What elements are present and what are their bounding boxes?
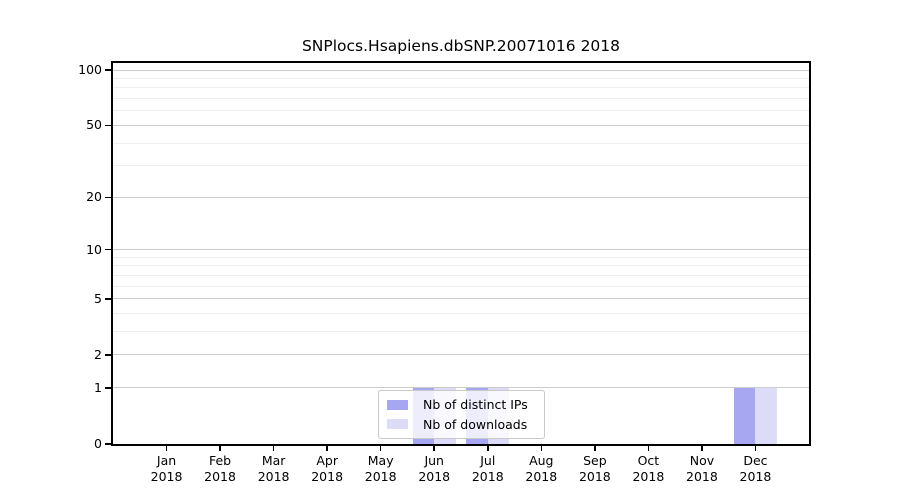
- gridline-minor: [113, 331, 809, 333]
- gridline-minor: [113, 313, 809, 315]
- x-tick-label-month: Mar: [261, 453, 286, 468]
- gridline-major: [113, 298, 809, 300]
- x-tick-label-month: Aug: [529, 453, 554, 468]
- gridline-major: [113, 354, 809, 356]
- x-tick-label: Jun 2018: [403, 453, 465, 485]
- gridline-major: [113, 196, 809, 198]
- x-tick-label-month: Sep: [583, 453, 607, 468]
- gridline-minor: [113, 87, 809, 89]
- gridline-minor: [113, 285, 809, 287]
- legend-label-downloads: Nb of downloads: [423, 416, 528, 432]
- x-tick-label-month: Dec: [743, 453, 768, 468]
- y-tick-label: 2: [94, 346, 102, 362]
- legend-swatch-downloads-icon: [387, 419, 408, 430]
- x-tick-label-month: Feb: [208, 453, 232, 468]
- x-tick-label-month: Jan: [156, 453, 177, 468]
- bar-downloads: [755, 387, 777, 444]
- legend-swatch-distinct-ips-icon: [387, 399, 408, 410]
- y-tick-mark: [105, 387, 111, 389]
- x-tick-label-year: 2018: [686, 469, 718, 484]
- x-tick-mark: [272, 445, 275, 451]
- legend-item-downloads: Nb of downloads: [387, 417, 536, 432]
- gridline-major: [113, 387, 809, 389]
- x-tick-label: Mar 2018: [243, 453, 305, 485]
- x-tick-mark: [594, 445, 596, 451]
- y-tick-label: 0: [94, 436, 102, 451]
- y-tick-label: 10: [86, 241, 102, 257]
- x-tick-mark: [701, 445, 703, 451]
- gridline-minor: [113, 142, 809, 144]
- x-tick-mark: [165, 445, 168, 451]
- x-tick-label: Sep 2018: [564, 453, 626, 485]
- x-tick-mark: [326, 445, 328, 451]
- gridline-major: [113, 249, 809, 251]
- x-tick-mark: [754, 445, 757, 451]
- bar-distinct-ips: [734, 387, 756, 444]
- x-tick-label: Dec 2018: [724, 453, 786, 485]
- y-tick-mark: [105, 196, 111, 199]
- x-tick-label-year: 2018: [739, 469, 772, 484]
- x-tick-label-year: 2018: [150, 469, 183, 484]
- x-tick-label-year: 2018: [632, 469, 665, 484]
- gridline-minor: [113, 110, 809, 112]
- x-tick-label: Feb 2018: [189, 453, 251, 485]
- x-tick-label-month: Oct: [637, 453, 660, 468]
- x-tick-mark: [487, 445, 489, 451]
- x-tick-label-year: 2018: [578, 469, 611, 484]
- legend-item-distinct-ips: Nb of distinct IPs: [387, 397, 536, 412]
- y-tick-label: 50: [86, 117, 102, 133]
- y-tick-label: 20: [86, 189, 102, 205]
- x-tick-label: Apr 2018: [296, 453, 358, 485]
- y-tick-mark: [105, 69, 111, 71]
- chart-title: SNPlocs.Hsapiens.dbSNP.20071016 2018: [301, 37, 621, 55]
- x-tick-label-year: 2018: [471, 469, 504, 484]
- gridline-minor: [113, 274, 809, 276]
- y-tick-mark: [105, 124, 111, 127]
- x-tick-mark: [433, 445, 435, 451]
- x-tick-label: May 2018: [350, 453, 412, 485]
- x-tick-label: Oct 2018: [617, 453, 679, 485]
- x-tick-mark: [379, 445, 382, 451]
- y-tick-label: 100: [78, 62, 102, 77]
- x-tick-label-year: 2018: [418, 469, 451, 484]
- gridline-minor: [113, 98, 809, 100]
- x-tick-mark: [647, 445, 650, 451]
- x-tick-label-month: May: [367, 453, 394, 468]
- gridline-major: [113, 69, 809, 71]
- plot-area: [111, 61, 811, 446]
- legend-label-distinct-ips: Nb of distinct IPs: [423, 397, 528, 413]
- gridline-minor: [113, 77, 809, 79]
- y-tick-label: 5: [94, 290, 102, 306]
- x-tick-label: Jan 2018: [136, 453, 198, 485]
- gridline-minor: [113, 165, 809, 167]
- x-tick-label-year: 2018: [204, 469, 236, 484]
- legend: Nb of distinct IPs Nb of downloads: [378, 390, 545, 439]
- gridline-minor: [113, 265, 809, 267]
- x-tick-label-year: 2018: [525, 469, 558, 484]
- x-tick-label-month: Apr: [316, 453, 338, 468]
- y-tick-label: 1: [94, 379, 102, 395]
- y-tick-mark: [105, 298, 111, 300]
- x-tick-label: Nov 2018: [671, 453, 733, 485]
- x-tick-label-year: 2018: [311, 469, 344, 484]
- y-tick-mark: [105, 443, 111, 445]
- gridline-minor: [113, 256, 809, 258]
- x-tick-label-month: Jun: [424, 453, 444, 468]
- x-tick-label: Aug 2018: [510, 453, 572, 485]
- x-tick-label-month: Nov: [689, 453, 715, 468]
- x-tick-mark: [219, 445, 221, 451]
- plot-inner: [113, 63, 809, 444]
- gridline-major: [113, 124, 809, 126]
- x-tick-label-year: 2018: [257, 469, 290, 484]
- x-tick-label: Jul 2018: [457, 453, 519, 485]
- y-tick-mark: [105, 354, 111, 356]
- x-tick-label-year: 2018: [364, 469, 397, 484]
- y-tick-mark: [105, 248, 111, 251]
- x-tick-mark: [540, 445, 543, 451]
- x-tick-label-month: Jul: [480, 453, 496, 468]
